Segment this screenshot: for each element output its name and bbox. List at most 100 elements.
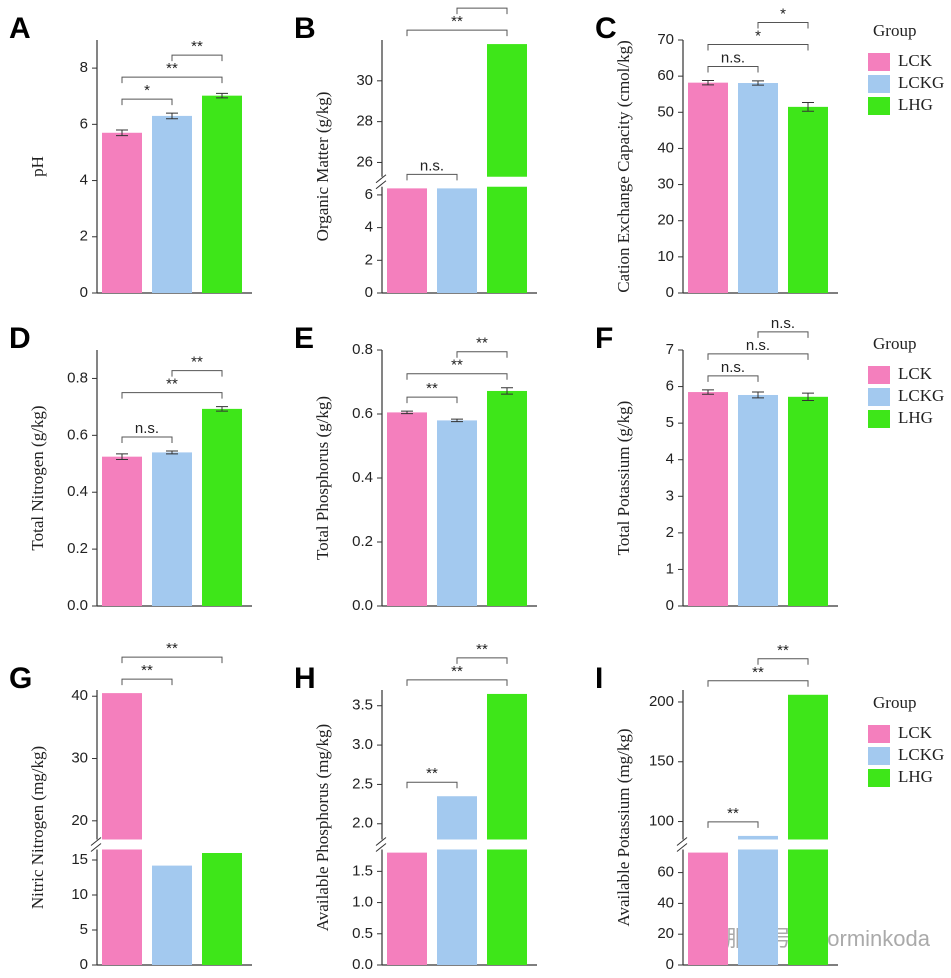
panel-letter: A (9, 12, 31, 45)
error-bar (752, 391, 764, 399)
error-bar (702, 79, 714, 86)
y-tick-label: 0.4 (352, 469, 373, 486)
significance-bracket (121, 656, 223, 664)
bar (102, 693, 142, 840)
bar (387, 188, 427, 293)
axis-break (90, 837, 102, 846)
y-axis-label: Available Phosphorus (mg/kg) (313, 724, 332, 931)
y-tick-label: 0 (666, 284, 674, 301)
y-tick-label: 5 (666, 414, 674, 431)
y-tick-label: 0 (666, 956, 674, 973)
significance-bracket (171, 370, 223, 377)
y-tick-label: 0.2 (67, 540, 88, 557)
significance-label: ** (426, 765, 438, 782)
significance-bracket (121, 98, 173, 106)
y-tick-label: 40 (71, 687, 88, 704)
bar (202, 95, 242, 293)
y-tick-label: 1.5 (352, 862, 373, 879)
y-axis-label: pH (28, 156, 47, 177)
bar (202, 408, 242, 606)
bar (437, 849, 477, 965)
axis-break (90, 843, 102, 852)
bar (487, 186, 527, 293)
y-tick-label: 5 (80, 921, 88, 938)
y-tick-label: 2 (80, 228, 88, 245)
y-tick-label: 0.5 (352, 925, 373, 942)
y-tick-label: 0.6 (352, 405, 373, 422)
significance-label: n.s. (746, 337, 770, 354)
y-tick-label: 2.5 (352, 775, 373, 792)
significance-label: ** (476, 0, 488, 8)
legend-label: LCKG (898, 386, 944, 405)
y-tick-label: 6 (80, 115, 88, 132)
significance-label: n.s. (721, 359, 745, 376)
axis-break (375, 174, 387, 184)
y-axis-label: Total Phosphorus (g/kg) (313, 396, 332, 560)
significance-bracket (707, 375, 759, 382)
bar (202, 853, 242, 965)
panel-letter: F (595, 322, 613, 355)
legend-label: LHG (898, 767, 933, 786)
significance-bracket (707, 680, 809, 687)
significance-label: n.s. (420, 157, 444, 174)
significance-label: * (755, 27, 761, 44)
axis-break (375, 837, 387, 846)
bar (437, 796, 477, 840)
panel-letter: H (294, 662, 316, 695)
significance-label: ** (777, 642, 789, 659)
legend-title: Group (873, 21, 916, 40)
significance-label: ** (191, 38, 203, 55)
significance-label: ** (727, 805, 739, 822)
significance-label: ** (476, 335, 488, 352)
legend-swatch (868, 53, 890, 71)
legend-label: LCK (898, 723, 933, 742)
legend-title: Group (873, 334, 916, 353)
bar (102, 849, 142, 965)
y-tick-label: 2 (365, 251, 373, 268)
y-tick-label: 4 (666, 451, 674, 468)
error-bar (216, 92, 228, 99)
significance-bracket (757, 21, 809, 29)
legend-swatch (868, 769, 890, 787)
significance-label: ** (166, 640, 178, 657)
y-tick-label: 3 (666, 487, 674, 504)
y-axis-label: Nitric Nitrogen (mg/kg) (28, 746, 47, 909)
significance-bracket (456, 7, 508, 15)
significance-bracket (707, 65, 759, 73)
y-tick-label: 150 (649, 753, 674, 770)
panel-letter: G (9, 662, 32, 695)
y-tick-label: 0 (80, 956, 88, 973)
bar (487, 44, 527, 177)
y-tick-label: 60 (657, 67, 674, 84)
y-tick-label: 0 (666, 597, 674, 614)
y-axis-label: Total Potassium (g/kg) (614, 401, 633, 556)
y-tick-label: 20 (657, 925, 674, 942)
y-tick-label: 1.0 (352, 894, 373, 911)
y-tick-label: 3.0 (352, 736, 373, 753)
y-axis-label: Total Nitrogen (g/kg) (28, 405, 47, 550)
y-tick-label: 0.8 (67, 369, 88, 386)
significance-bracket (406, 781, 458, 789)
significance-bracket (757, 331, 809, 338)
y-tick-label: 2 (666, 524, 674, 541)
y-tick-label: 0.6 (67, 426, 88, 443)
legend-swatch (868, 366, 890, 384)
error-bar (401, 410, 413, 415)
y-tick-label: 1 (666, 560, 674, 577)
bar (688, 82, 728, 293)
y-tick-label: 60 (657, 864, 674, 881)
error-bar (216, 406, 228, 412)
bar (688, 392, 728, 606)
bar (738, 849, 778, 965)
error-bar (752, 80, 764, 86)
legend-swatch (868, 725, 890, 743)
y-tick-label: 3.5 (352, 697, 373, 714)
y-axis-label: Organic Matter (g/kg) (313, 92, 332, 242)
significance-bracket (121, 76, 223, 84)
significance-label: ** (451, 357, 463, 374)
bar (788, 396, 828, 606)
significance-bracket (171, 54, 223, 62)
significance-label: ** (451, 663, 463, 680)
significance-label: ** (451, 13, 463, 30)
significance-bracket (707, 43, 809, 51)
